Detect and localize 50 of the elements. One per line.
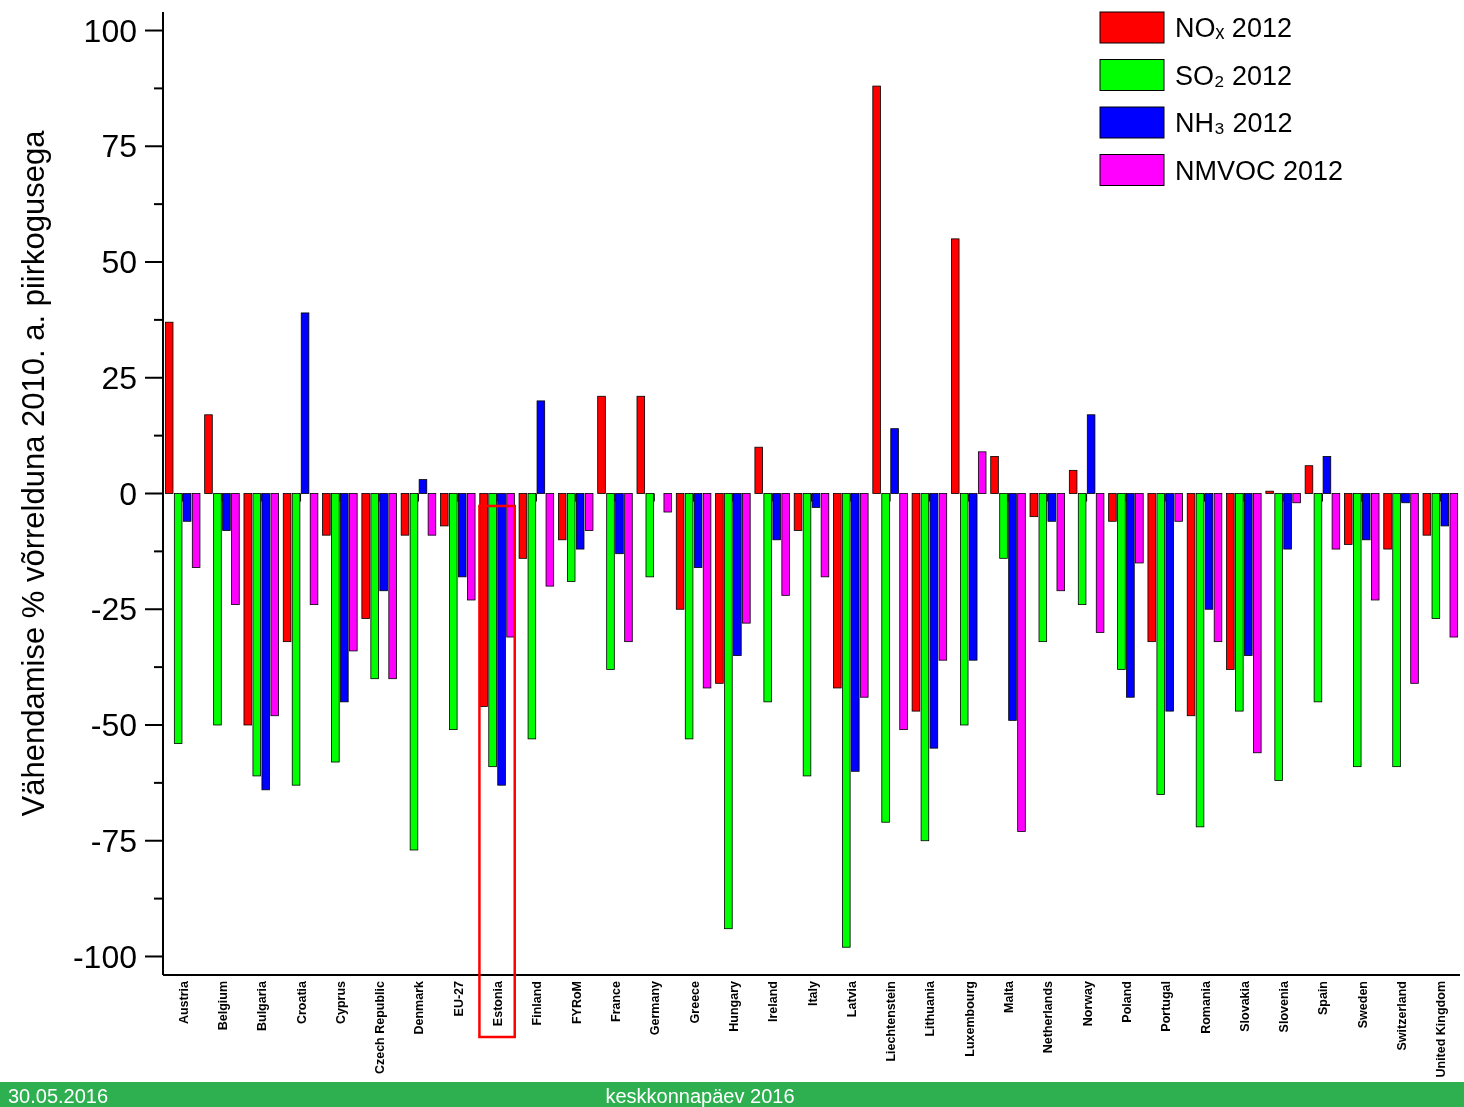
x-tick-label: Slovakia — [1237, 979, 1252, 1032]
y-tick-label: 0 — [119, 475, 137, 512]
legend-label: NMVOC 2012 — [1175, 155, 1344, 186]
y-tick-label: -50 — [90, 707, 137, 744]
x-tick-label: Greece — [687, 980, 702, 1024]
x-tick-label: Estonia — [491, 979, 506, 1027]
x-tick-label: Norway — [1080, 980, 1095, 1027]
x-tick-label: Austria — [176, 979, 191, 1025]
x-tick-label: Slovenia — [1277, 979, 1292, 1033]
y-tick-label: -100 — [72, 938, 137, 975]
x-tick-label: EU-27 — [451, 980, 466, 1017]
y-tick-label: -25 — [90, 591, 137, 628]
x-tick-label: FYRoM — [569, 981, 584, 1025]
bar — [663, 493, 672, 513]
legend-label: NOₓ 2012 — [1175, 13, 1292, 44]
y-axis-title: Vähendamise % võrrelduna 2010. a. piirkogusega — [16, 129, 51, 817]
y-tick-label: -75 — [90, 822, 137, 859]
legend-label: SO₂ 2012 — [1175, 60, 1293, 91]
x-tick-label: Denmark — [412, 980, 427, 1035]
x-tick-label: Spain — [1316, 981, 1331, 1016]
x-tick-label: Malta — [1002, 979, 1017, 1013]
x-tick-label: Bulgaria — [255, 979, 270, 1032]
x-tick-label: Luxembourg — [962, 981, 977, 1057]
x-tick-label: Croatia — [294, 979, 309, 1025]
x-tick-label: Portugal — [1159, 981, 1174, 1032]
legend-label: NH₃ 2012 — [1175, 108, 1293, 139]
x-tick-label: Ireland — [766, 981, 781, 1022]
x-tick-label: Lithuania — [923, 979, 938, 1037]
x-tick-label: United Kingdom — [1434, 981, 1449, 1078]
x-tick-label: Finland — [530, 981, 545, 1026]
text: keskkonnapäev 2016 — [605, 1085, 795, 1107]
x-tick-label: Poland — [1119, 981, 1134, 1023]
x-tick-label: Liechtenstein — [884, 981, 899, 1062]
x-tick-label: Belgium — [215, 981, 230, 1031]
x-tick-label: Sweden — [1355, 981, 1370, 1029]
x-tick-label: Italy — [805, 980, 820, 1007]
x-tick-label: Hungary — [726, 980, 741, 1032]
y-tick-label: 75 — [101, 128, 137, 165]
x-tick-label: Czech Republic — [373, 980, 388, 1075]
y-tick-label: 25 — [101, 359, 137, 396]
x-tick-label: Romania — [1198, 979, 1213, 1034]
text: 30.05.2016 — [8, 1085, 109, 1107]
x-tick-label: Netherlands — [1041, 980, 1056, 1054]
x-tick-label: Germany — [648, 980, 663, 1036]
x-tick-label: Cyprus — [333, 980, 348, 1025]
y-tick-label: 100 — [83, 12, 137, 49]
x-tick-label: Switzerland — [1395, 981, 1410, 1051]
y-tick-label: 50 — [101, 244, 137, 281]
x-tick-label: Latvia — [844, 979, 859, 1018]
x-tick-label: France — [608, 980, 623, 1022]
